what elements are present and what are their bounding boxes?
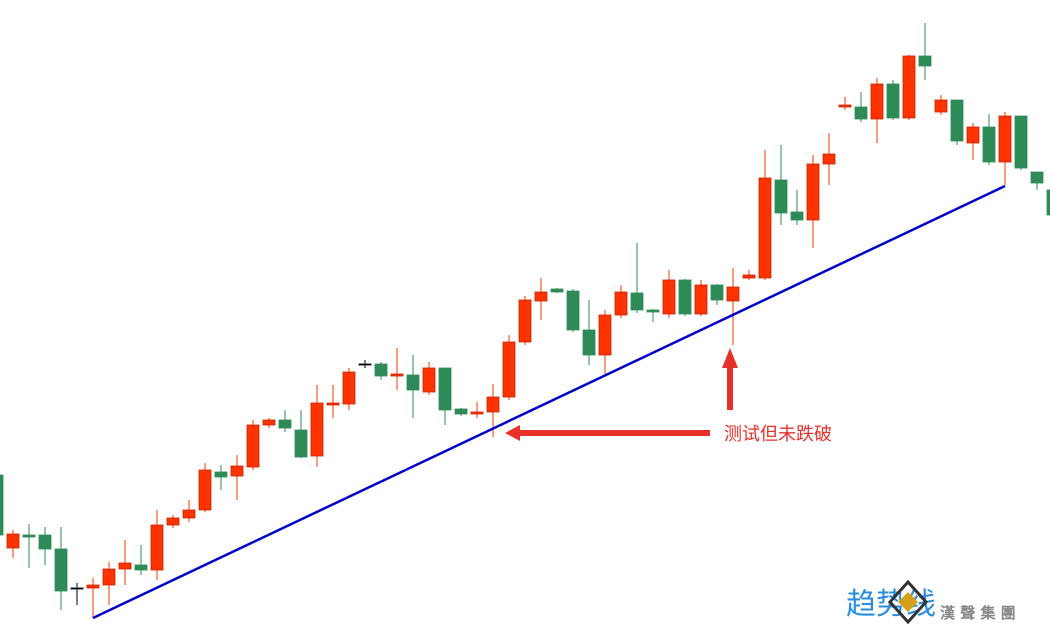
- candle-body: [550, 288, 564, 293]
- candle-body: [566, 290, 580, 331]
- candle-body: [214, 471, 228, 478]
- candle-body: [86, 584, 100, 589]
- candle-body: [1014, 115, 1028, 169]
- arrow: [722, 348, 738, 410]
- candle-body: [726, 286, 740, 302]
- candle-body: [198, 469, 212, 511]
- candle-body: [294, 429, 308, 458]
- candle-body: [246, 424, 260, 468]
- trendline: [92, 184, 1006, 620]
- candle-body: [774, 179, 788, 214]
- candle-body: [310, 402, 324, 457]
- candle-body: [166, 517, 180, 526]
- candle-body: [758, 177, 772, 279]
- candle-body: [678, 279, 692, 315]
- candle-body: [950, 99, 964, 142]
- candle-body: [790, 211, 804, 221]
- candle-body: [182, 509, 196, 519]
- candle-body: [374, 363, 388, 377]
- candle-body: [582, 329, 596, 356]
- watermark-subtitle: 漢 聲 集 團: [940, 604, 1016, 622]
- candle-body: [6, 533, 20, 549]
- candle-body: [406, 374, 420, 391]
- logo: [898, 592, 918, 612]
- candle-body: [518, 299, 532, 343]
- candle-body: [934, 99, 948, 113]
- logo: [887, 579, 929, 625]
- candle-body: [1030, 171, 1044, 184]
- candle-body: [982, 126, 996, 163]
- candle-body: [710, 284, 724, 301]
- candle-body: [342, 371, 356, 405]
- candle-body: [0, 474, 4, 536]
- candle-body: [470, 411, 484, 415]
- candle-body: [390, 373, 404, 377]
- candle-body: [38, 534, 52, 550]
- candle-body: [118, 562, 132, 570]
- candle-body: [598, 314, 612, 356]
- candle-body: [438, 367, 452, 411]
- candle-body: [422, 367, 436, 393]
- candle-body: [838, 104, 852, 108]
- arrow: [505, 425, 710, 441]
- candle-body: [822, 153, 836, 165]
- candle-body: [614, 291, 628, 316]
- candle-body: [278, 419, 292, 429]
- candle-body: [134, 564, 148, 571]
- candle-body: [630, 292, 644, 311]
- candle-body: [326, 402, 340, 406]
- candle-body: [806, 163, 820, 221]
- candle-body: [70, 587, 84, 590]
- candle-body: [230, 465, 244, 477]
- candle-body: [22, 534, 36, 538]
- candle-body: [886, 83, 900, 119]
- candle-body: [662, 279, 676, 315]
- candle-body: [902, 55, 916, 119]
- candle-body: [646, 309, 660, 313]
- candle-body: [1046, 189, 1050, 216]
- candle-body: [54, 548, 68, 592]
- candle-body: [694, 284, 708, 315]
- candle-body: [854, 106, 868, 120]
- candle-body: [102, 568, 116, 586]
- candle-body: [262, 419, 276, 426]
- candle-body: [454, 408, 468, 415]
- candle-body: [358, 363, 372, 366]
- candle-body: [918, 55, 932, 67]
- candle-body: [150, 524, 164, 571]
- candle-body: [534, 291, 548, 302]
- candle-body: [486, 396, 500, 413]
- candle-body: [502, 341, 516, 398]
- candle-body: [742, 274, 756, 279]
- annotation: 测试但未跌破: [724, 424, 832, 445]
- candle-body: [998, 115, 1012, 163]
- candle-body: [870, 83, 884, 120]
- candle-body: [966, 126, 980, 144]
- plot-area: [0, 23, 1050, 620]
